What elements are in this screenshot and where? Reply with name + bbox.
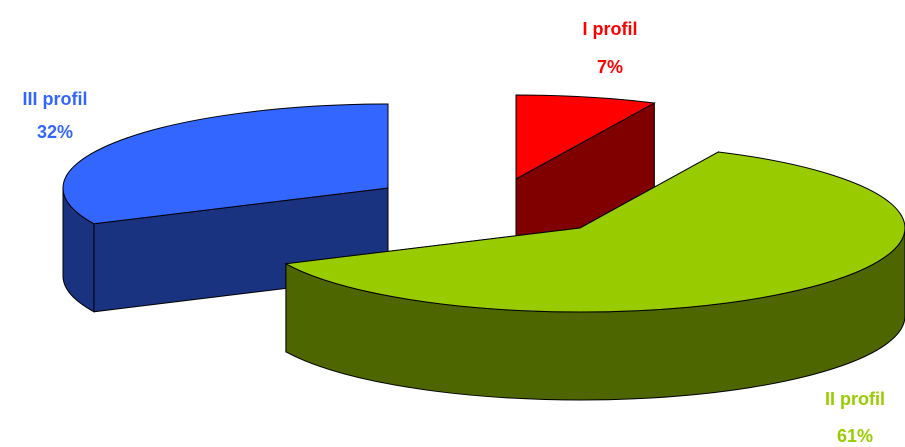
slice-label: III profil (23, 89, 88, 109)
slice-label: I profil (583, 19, 638, 39)
slice (515, 94, 656, 180)
value-label: 61% (837, 426, 873, 446)
slice-label: II profil (825, 389, 885, 409)
value-label: 7% (597, 57, 623, 77)
slice (62, 103, 389, 225)
value-label: 32% (37, 122, 73, 142)
slice (284, 151, 905, 313)
